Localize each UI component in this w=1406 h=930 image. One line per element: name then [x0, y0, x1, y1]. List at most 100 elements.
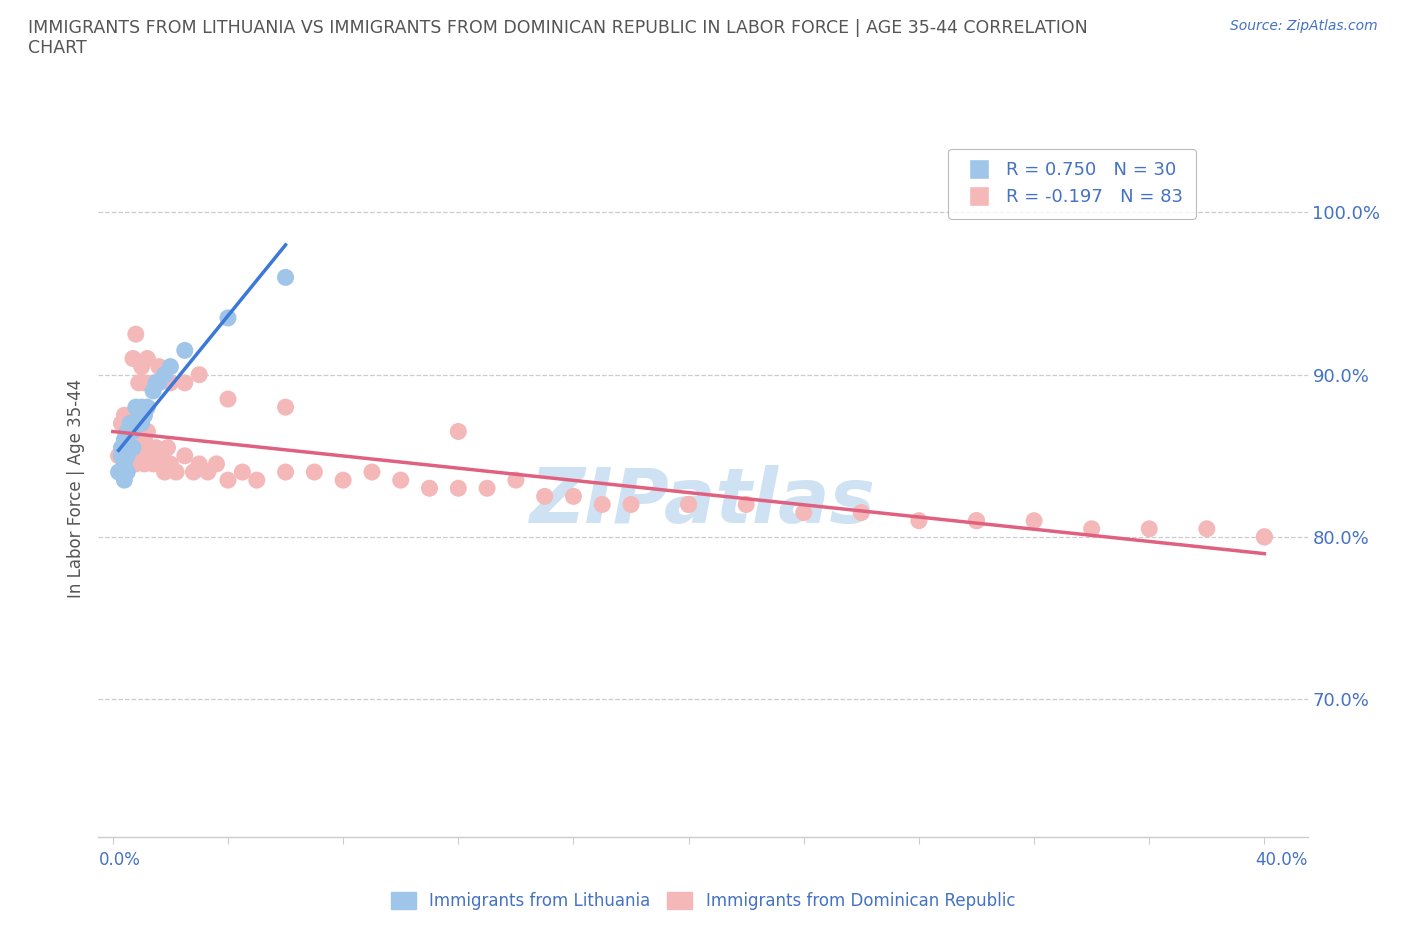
Point [851, 505, 873, 520]
Point [678, 497, 700, 512]
Point [562, 489, 585, 504]
Point [112, 457, 135, 472]
Point [735, 497, 758, 512]
Point [156, 440, 179, 455]
Point [447, 481, 470, 496]
Point [1253, 529, 1275, 544]
Legend: R = 0.750   N = 30, R = -0.197   N = 83: R = 0.750 N = 30, R = -0.197 N = 83 [949, 149, 1195, 219]
Point [131, 448, 153, 463]
Point [332, 472, 354, 487]
Point [678, 497, 700, 512]
Point [107, 448, 129, 463]
Point [142, 376, 165, 391]
Point [159, 359, 181, 374]
Point [134, 457, 156, 472]
Point [115, 416, 138, 431]
Point [136, 424, 159, 439]
Point [145, 376, 167, 391]
Point [134, 432, 156, 447]
Point [274, 400, 297, 415]
Point [125, 400, 148, 415]
Point [148, 376, 170, 391]
Point [1022, 513, 1045, 528]
Point [793, 505, 815, 520]
Y-axis label: In Labor Force | Age 35-44: In Labor Force | Age 35-44 [66, 379, 84, 598]
Point [183, 465, 205, 480]
Point [125, 457, 148, 472]
Point [131, 359, 153, 374]
Point [159, 457, 181, 472]
Point [110, 448, 132, 463]
Point [125, 416, 148, 431]
Point [120, 424, 142, 439]
Point [217, 392, 239, 406]
Text: 0.0%: 0.0% [98, 851, 141, 869]
Point [148, 359, 170, 374]
Point [122, 351, 145, 365]
Point [173, 376, 195, 391]
Point [389, 472, 412, 487]
Point [125, 416, 148, 431]
Point [505, 472, 527, 487]
Point [620, 497, 643, 512]
Point [128, 432, 150, 447]
Point [475, 481, 498, 496]
Point [112, 408, 135, 423]
Point [173, 343, 195, 358]
Point [125, 326, 148, 341]
Point [150, 448, 173, 463]
Point [112, 432, 135, 447]
Point [120, 424, 142, 439]
Point [165, 465, 187, 480]
Point [120, 440, 142, 455]
Point [131, 424, 153, 439]
Text: IMMIGRANTS FROM LITHUANIA VS IMMIGRANTS FROM DOMINICAN REPUBLIC IN LABOR FORCE |: IMMIGRANTS FROM LITHUANIA VS IMMIGRANTS … [28, 19, 1088, 58]
Point [120, 416, 142, 431]
Point [217, 311, 239, 325]
Point [148, 457, 170, 472]
Point [205, 457, 228, 472]
Point [122, 457, 145, 472]
Point [447, 424, 470, 439]
Point [908, 513, 931, 528]
Point [533, 489, 555, 504]
Point [1195, 522, 1218, 537]
Point [128, 408, 150, 423]
Point [197, 465, 219, 480]
Point [966, 513, 988, 528]
Point [145, 440, 167, 455]
Point [173, 448, 195, 463]
Point [107, 465, 129, 480]
Point [591, 497, 613, 512]
Point [115, 465, 138, 480]
Point [122, 424, 145, 439]
Point [115, 432, 138, 447]
Point [122, 440, 145, 455]
Point [120, 408, 142, 423]
Point [136, 448, 159, 463]
Point [1080, 522, 1102, 537]
Point [274, 465, 297, 480]
Point [128, 376, 150, 391]
Point [110, 440, 132, 455]
Point [136, 400, 159, 415]
Point [128, 448, 150, 463]
Point [131, 400, 153, 415]
Point [188, 367, 211, 382]
Point [115, 448, 138, 463]
Point [142, 457, 165, 472]
Point [139, 440, 162, 455]
Text: 40.0%: 40.0% [1256, 851, 1308, 869]
Point [134, 408, 156, 423]
Point [217, 472, 239, 487]
Point [112, 472, 135, 487]
Point [1253, 529, 1275, 544]
Point [153, 465, 176, 480]
Point [115, 457, 138, 472]
Text: Source: ZipAtlas.com: Source: ZipAtlas.com [1230, 19, 1378, 33]
Point [115, 440, 138, 455]
Point [110, 465, 132, 480]
Point [115, 424, 138, 439]
Point [134, 376, 156, 391]
Point [159, 376, 181, 391]
